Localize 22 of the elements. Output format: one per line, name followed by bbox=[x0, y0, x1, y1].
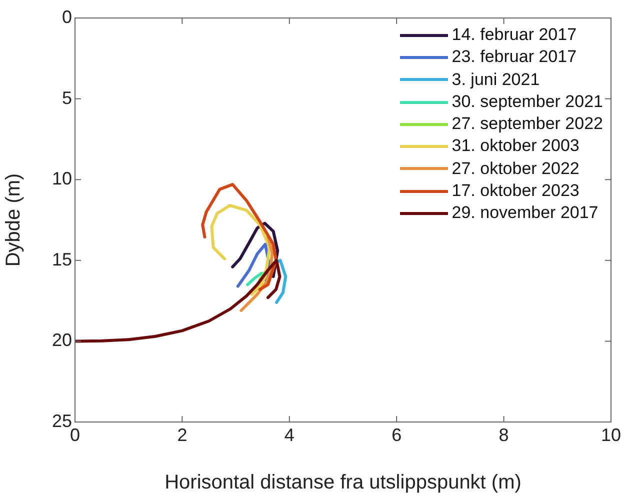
legend-label: 3. juni 2021 bbox=[452, 68, 540, 91]
y-tick-label: 15 bbox=[52, 249, 72, 270]
y-tick-label: 20 bbox=[52, 330, 72, 350]
y-tick-label: 10 bbox=[52, 168, 72, 189]
legend-label: 31. oktober 2003 bbox=[452, 135, 580, 158]
legend-label: 27. oktober 2022 bbox=[452, 158, 580, 180]
y-tick-label: 5 bbox=[62, 88, 72, 108]
x-tick-label: 10 bbox=[600, 424, 622, 445]
x-tick-label: 2 bbox=[177, 424, 188, 445]
legend-label: 14. februar 2017 bbox=[452, 24, 577, 46]
legend-label: 29. november 2017 bbox=[452, 202, 598, 224]
y-tick-label: 25 bbox=[52, 410, 72, 431]
legend-label: 27. september 2022 bbox=[452, 113, 603, 136]
x-tick-label: 4 bbox=[284, 424, 294, 445]
y-tick-label: 0 bbox=[62, 6, 72, 27]
legend-label: 30. september 2021 bbox=[452, 90, 603, 113]
x-tick-label: 8 bbox=[498, 424, 509, 445]
legend-label: 23. februar 2017 bbox=[452, 46, 577, 68]
x-tick-label: 6 bbox=[392, 424, 402, 445]
x-axis-title: Horisontal distanse fra utslippspunkt (m) bbox=[164, 472, 522, 494]
legend-label: 17. oktober 2023 bbox=[452, 180, 580, 202]
y-axis-title: Dybde (m) bbox=[2, 173, 25, 267]
